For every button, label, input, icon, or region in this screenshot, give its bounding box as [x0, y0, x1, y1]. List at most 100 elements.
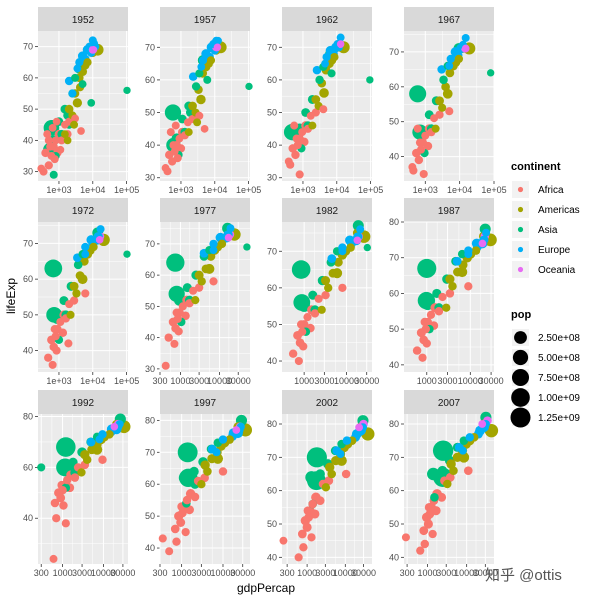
- facet-strip: [404, 390, 494, 414]
- data-point: [306, 447, 327, 468]
- data-point: [463, 466, 473, 475]
- data-point: [327, 69, 336, 78]
- data-point: [412, 346, 422, 355]
- facet-strip: [282, 390, 372, 414]
- x-tick-label: 3000: [438, 376, 458, 386]
- y-tick-label: 60: [267, 75, 277, 85]
- data-point: [302, 522, 312, 532]
- data-point: [165, 547, 174, 556]
- x-tick-label: 10000: [454, 568, 479, 578]
- x-tick-label: 300: [152, 376, 167, 386]
- data-point: [170, 147, 179, 156]
- data-point: [52, 117, 61, 126]
- data-point: [197, 62, 206, 71]
- y-tick-label: 40: [267, 140, 277, 150]
- y-tick-label: 50: [145, 108, 155, 118]
- x-tick-label: 1e+05: [236, 185, 261, 195]
- legend-size-dot: [514, 331, 527, 344]
- data-point: [320, 275, 331, 286]
- data-point: [75, 271, 85, 280]
- data-point: [298, 327, 307, 336]
- data-point: [64, 339, 73, 348]
- data-point: [193, 118, 202, 127]
- data-point: [44, 161, 53, 170]
- legend-size-dot: [511, 368, 530, 387]
- data-point: [327, 469, 336, 479]
- y-tick-label: 50: [267, 319, 277, 329]
- data-point: [64, 104, 74, 114]
- data-point: [421, 324, 430, 334]
- data-point: [89, 45, 98, 54]
- data-point: [201, 264, 211, 274]
- data-point: [169, 141, 178, 150]
- data-point: [465, 433, 474, 442]
- data-point: [50, 498, 60, 508]
- data-point: [448, 282, 457, 291]
- data-point: [308, 121, 317, 130]
- y-tick-label: 70: [267, 42, 277, 52]
- y-tick-label: 40: [145, 333, 155, 343]
- data-point: [321, 59, 329, 68]
- y-tick-label: 60: [267, 486, 277, 496]
- data-point: [314, 294, 323, 303]
- x-tick-label: 3000: [191, 568, 211, 578]
- y-tick-label: 70: [145, 239, 155, 249]
- facet-strip-label: 1997: [194, 398, 217, 409]
- x-axis-title: gdpPercap: [237, 581, 295, 595]
- x-tick-label: 1e+04: [80, 376, 105, 386]
- y-tick-label: 80: [389, 217, 399, 227]
- data-point: [290, 121, 299, 130]
- legend-swatch: [517, 226, 524, 233]
- facet-strip: [404, 198, 494, 222]
- data-point: [226, 224, 235, 233]
- facet-strip: [282, 7, 372, 31]
- data-point: [299, 543, 308, 552]
- data-point: [341, 469, 351, 479]
- data-point: [315, 469, 325, 479]
- y-tick-label: 60: [389, 82, 399, 92]
- x-tick-label: 300: [34, 568, 49, 578]
- data-point: [77, 468, 86, 477]
- x-tick-label: 300: [152, 568, 167, 578]
- data-point: [212, 448, 221, 457]
- color-legend-title: continent: [511, 161, 561, 173]
- data-point: [423, 519, 433, 529]
- data-point: [56, 437, 76, 457]
- data-point: [66, 310, 75, 319]
- facet-strip: [404, 7, 494, 31]
- data-point: [315, 496, 325, 506]
- data-point: [209, 239, 218, 249]
- data-point: [327, 254, 337, 263]
- data-point: [217, 239, 227, 249]
- data-point: [87, 445, 97, 455]
- data-point: [243, 243, 251, 251]
- legend-label: 1.25e+09: [538, 413, 580, 424]
- data-point: [324, 283, 333, 293]
- data-point: [71, 114, 80, 123]
- data-point: [446, 54, 455, 64]
- data-point: [304, 513, 314, 522]
- data-point: [63, 136, 72, 145]
- data-point: [437, 65, 446, 74]
- data-point: [355, 423, 363, 432]
- data-point: [401, 533, 410, 542]
- y-tick-label: 30: [267, 173, 277, 183]
- y-tick-label: 50: [389, 117, 399, 127]
- data-point: [312, 65, 322, 75]
- data-point: [105, 430, 114, 439]
- data-point: [305, 471, 318, 484]
- data-point: [48, 360, 57, 369]
- data-point: [173, 314, 182, 323]
- x-tick-label: 1e+03: [290, 185, 315, 195]
- data-point: [419, 526, 429, 536]
- x-tick-label: 1e+05: [114, 376, 139, 386]
- data-point: [110, 422, 119, 431]
- x-tick-label: 1000: [170, 376, 190, 386]
- legend-swatch: [517, 186, 524, 193]
- data-point: [409, 85, 427, 103]
- y-tick-label: 80: [267, 419, 277, 429]
- data-point: [50, 325, 59, 334]
- legend-label: Americas: [538, 205, 580, 216]
